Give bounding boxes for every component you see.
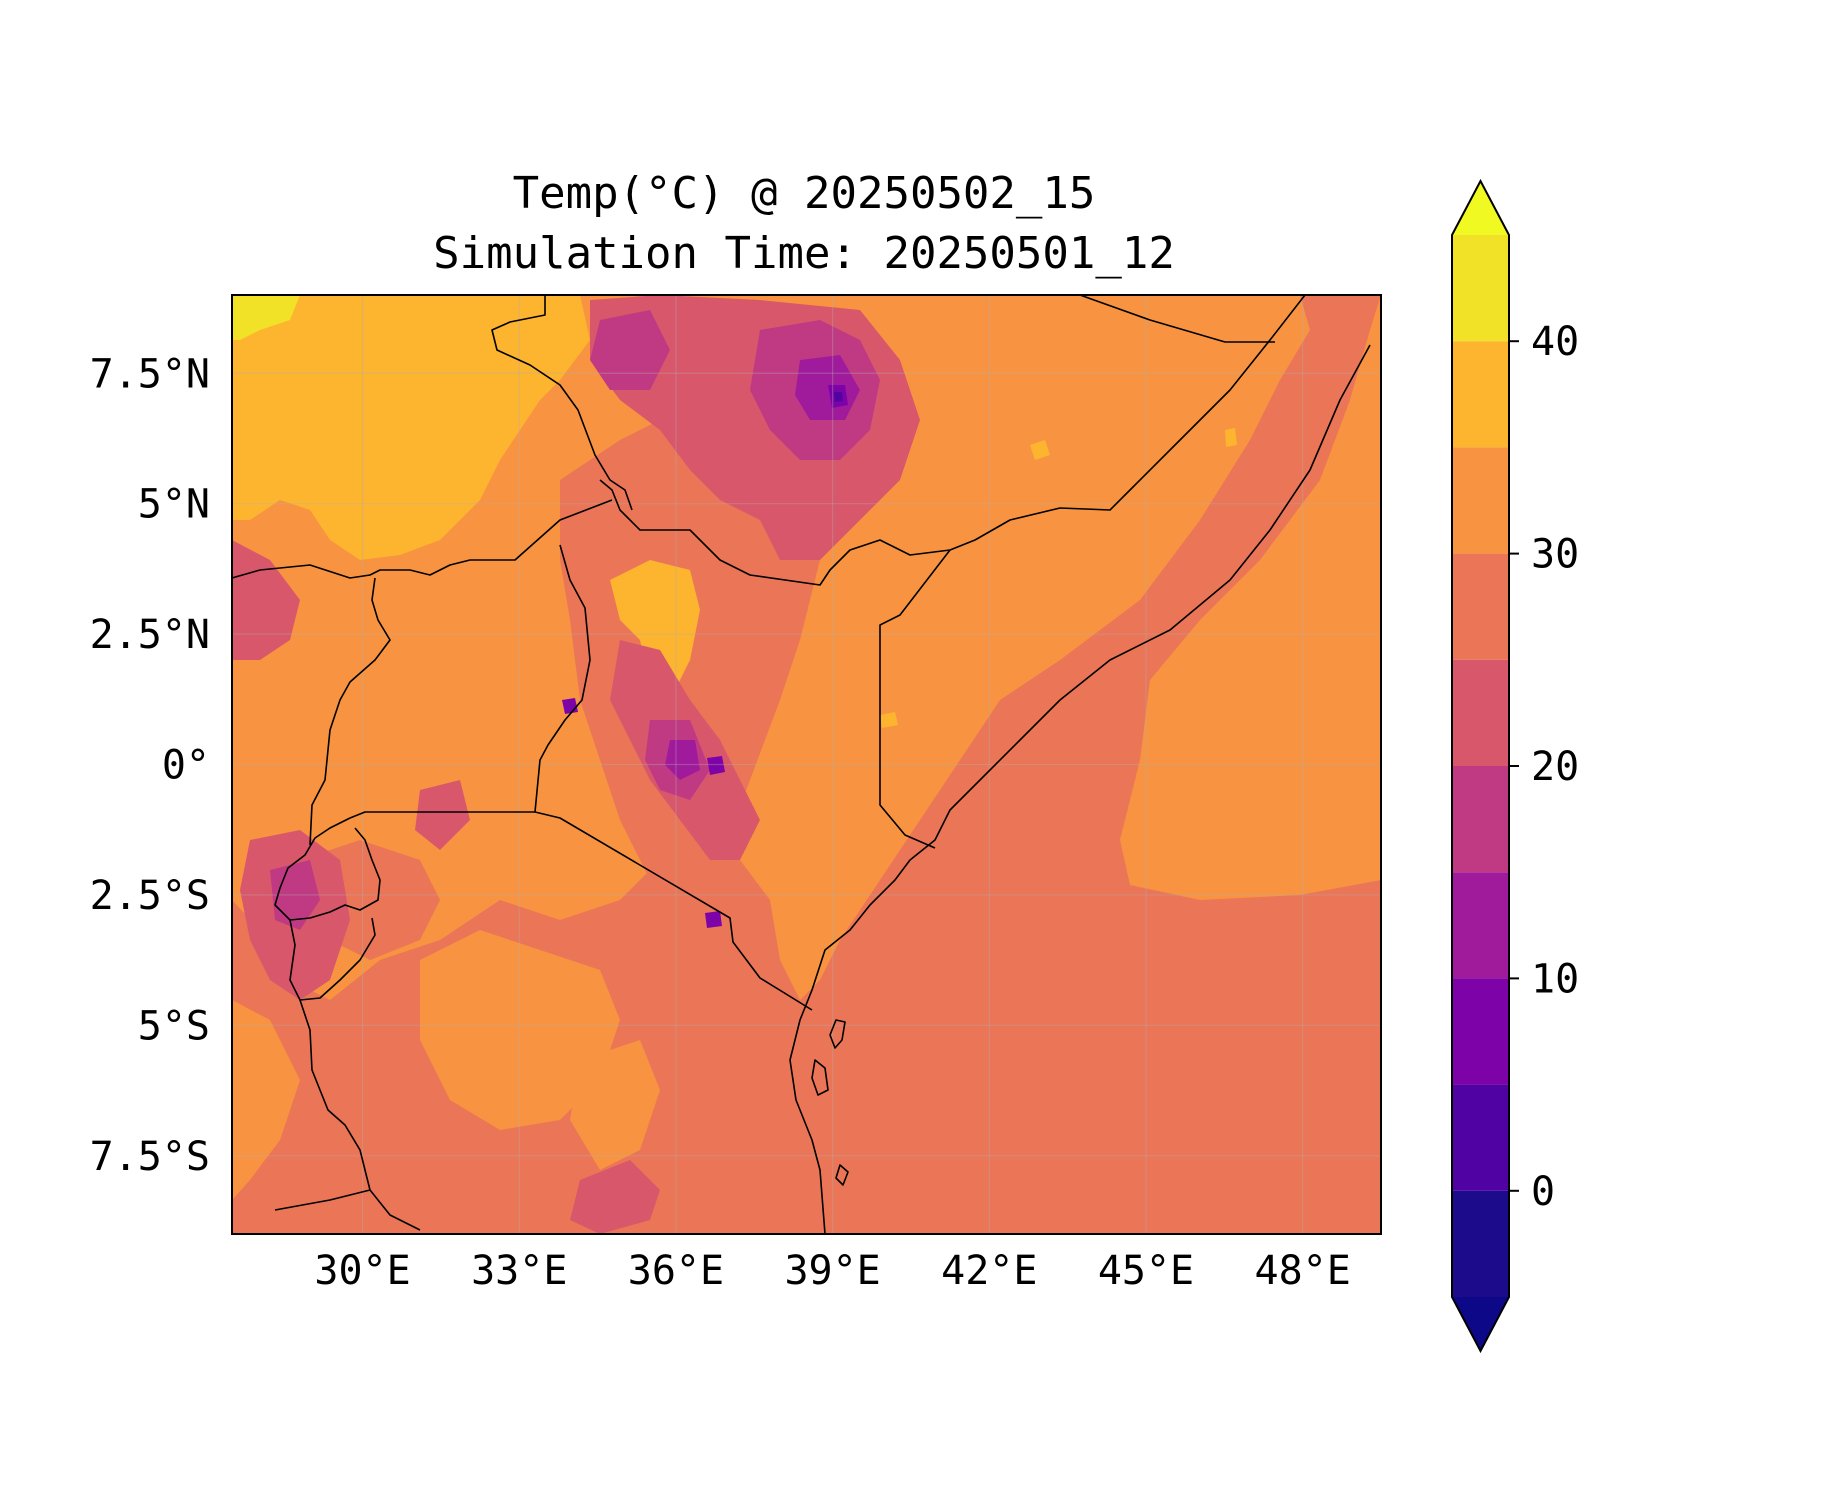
map-frame	[231, 294, 1382, 1235]
contour-30-35-tanzania	[570, 1040, 660, 1170]
x-tick-label: 45°E	[1098, 1248, 1194, 1294]
x-axis-ticks: 30°E 33°E 36°E 39°E 42°E 45°E 48°E	[314, 1248, 1350, 1294]
mafia-island	[835, 1164, 849, 1186]
coastline-border	[789, 344, 1371, 1234]
zanzibar-island	[829, 1019, 846, 1049]
temperature-contours	[232, 295, 1381, 1234]
south-sudan-border	[491, 295, 633, 511]
pemba-island	[811, 1059, 829, 1096]
contour-20-25-uganda-spot	[415, 780, 470, 850]
gridlines	[232, 295, 1381, 1234]
colorbar-tick-label: 10	[1531, 956, 1579, 1002]
kenya-somalia-border	[879, 549, 951, 849]
contour-30-35-west	[232, 1000, 300, 1200]
country-borders	[232, 295, 1371, 1234]
colorbar-level	[1452, 553, 1509, 660]
kenya-tanzania-border	[534, 811, 813, 1011]
colorbar-tick-label: 20	[1531, 744, 1579, 790]
ethiopia-somaliland-border	[1079, 295, 1275, 343]
contour-20-25-west-congo	[232, 540, 300, 660]
colorbar-under-triangle	[1452, 1297, 1509, 1351]
south-sudan-uganda-border	[232, 499, 613, 579]
contour-35-40-spot-1	[1030, 440, 1050, 460]
y-tick-label: 2.5°N	[90, 612, 210, 658]
map-panel: 30°E 33°E 36°E 39°E 42°E 45°E 48°E 7.5°N 5°N 2.5…	[90, 294, 1382, 1294]
y-tick-label: 5°S	[138, 1003, 210, 1049]
lake-tanganyika-shore	[299, 999, 421, 1231]
colorbar-level	[1452, 659, 1509, 766]
burundi-tanzania-border	[289, 917, 376, 1001]
contour-30-35-south	[420, 930, 620, 1130]
colorbar-level	[1452, 235, 1509, 342]
colorbar: 0 10 20 30 40	[1451, 178, 1579, 1354]
uganda-kenya-border	[534, 544, 591, 813]
colorbar-level	[1452, 872, 1509, 979]
map-title-line1: Temp(°C) @ 20250502_15	[513, 168, 1096, 219]
y-axis-ticks: 7.5°N 5°N 2.5°N 0° 2.5°S 5°S 7.5°S	[90, 351, 210, 1180]
colorbar-level	[1452, 766, 1509, 873]
contour-5-10-mt-kenya	[707, 756, 725, 775]
contour-40-45-corner	[232, 295, 300, 340]
y-tick-label: 5°N	[138, 482, 210, 528]
contour-35-40-spot-2	[880, 712, 898, 728]
rwanda-burundi-border	[274, 817, 381, 921]
contour-15-20-ethiopia-west	[590, 310, 670, 390]
contour-10-15-kenya	[665, 740, 700, 780]
colorbar-tick-label: 40	[1531, 319, 1579, 365]
contour-35-40-north	[232, 295, 590, 560]
x-tick-label: 30°E	[314, 1248, 410, 1294]
uganda-tanzania-border	[349, 811, 535, 819]
contour-0-5-ethiopia-peak	[834, 392, 843, 402]
contour-35-40-turkana	[610, 560, 700, 700]
colorbar-level	[1452, 1084, 1509, 1191]
x-tick-label: 48°E	[1254, 1248, 1350, 1294]
y-tick-label: 0°	[162, 743, 210, 789]
colorbar-outline	[1451, 178, 1510, 1354]
x-tick-label: 36°E	[628, 1248, 724, 1294]
tanzania-zambia-border	[274, 1189, 371, 1211]
contour-20-25-tanzania-south	[570, 1160, 660, 1234]
colorbar-level	[1452, 447, 1509, 554]
colorbar-level	[1452, 341, 1509, 448]
x-tick-label: 42°E	[941, 1248, 1037, 1294]
somalia-ethiopia-border	[599, 295, 1306, 586]
contour-30-35-horn-east	[1120, 295, 1381, 900]
colorbar-tick-label: 0	[1531, 1169, 1555, 1215]
colorbar-level	[1452, 978, 1509, 1085]
colorbar-level	[1452, 1190, 1509, 1297]
colorbar-over-triangle	[1452, 181, 1509, 235]
contour-35-40-spot-3	[1225, 428, 1237, 447]
uganda-congo-border	[309, 577, 391, 846]
y-tick-label: 7.5°N	[90, 351, 210, 397]
y-tick-label: 7.5°S	[90, 1134, 210, 1180]
colorbar-tick-label: 30	[1531, 532, 1579, 578]
y-tick-label: 2.5°S	[90, 873, 210, 919]
x-tick-label: 39°E	[784, 1248, 880, 1294]
x-tick-label: 33°E	[471, 1248, 567, 1294]
map-title-line2: Simulation Time: 20250501_12	[433, 228, 1175, 279]
contour-5-10-kilimanjaro	[705, 911, 722, 928]
